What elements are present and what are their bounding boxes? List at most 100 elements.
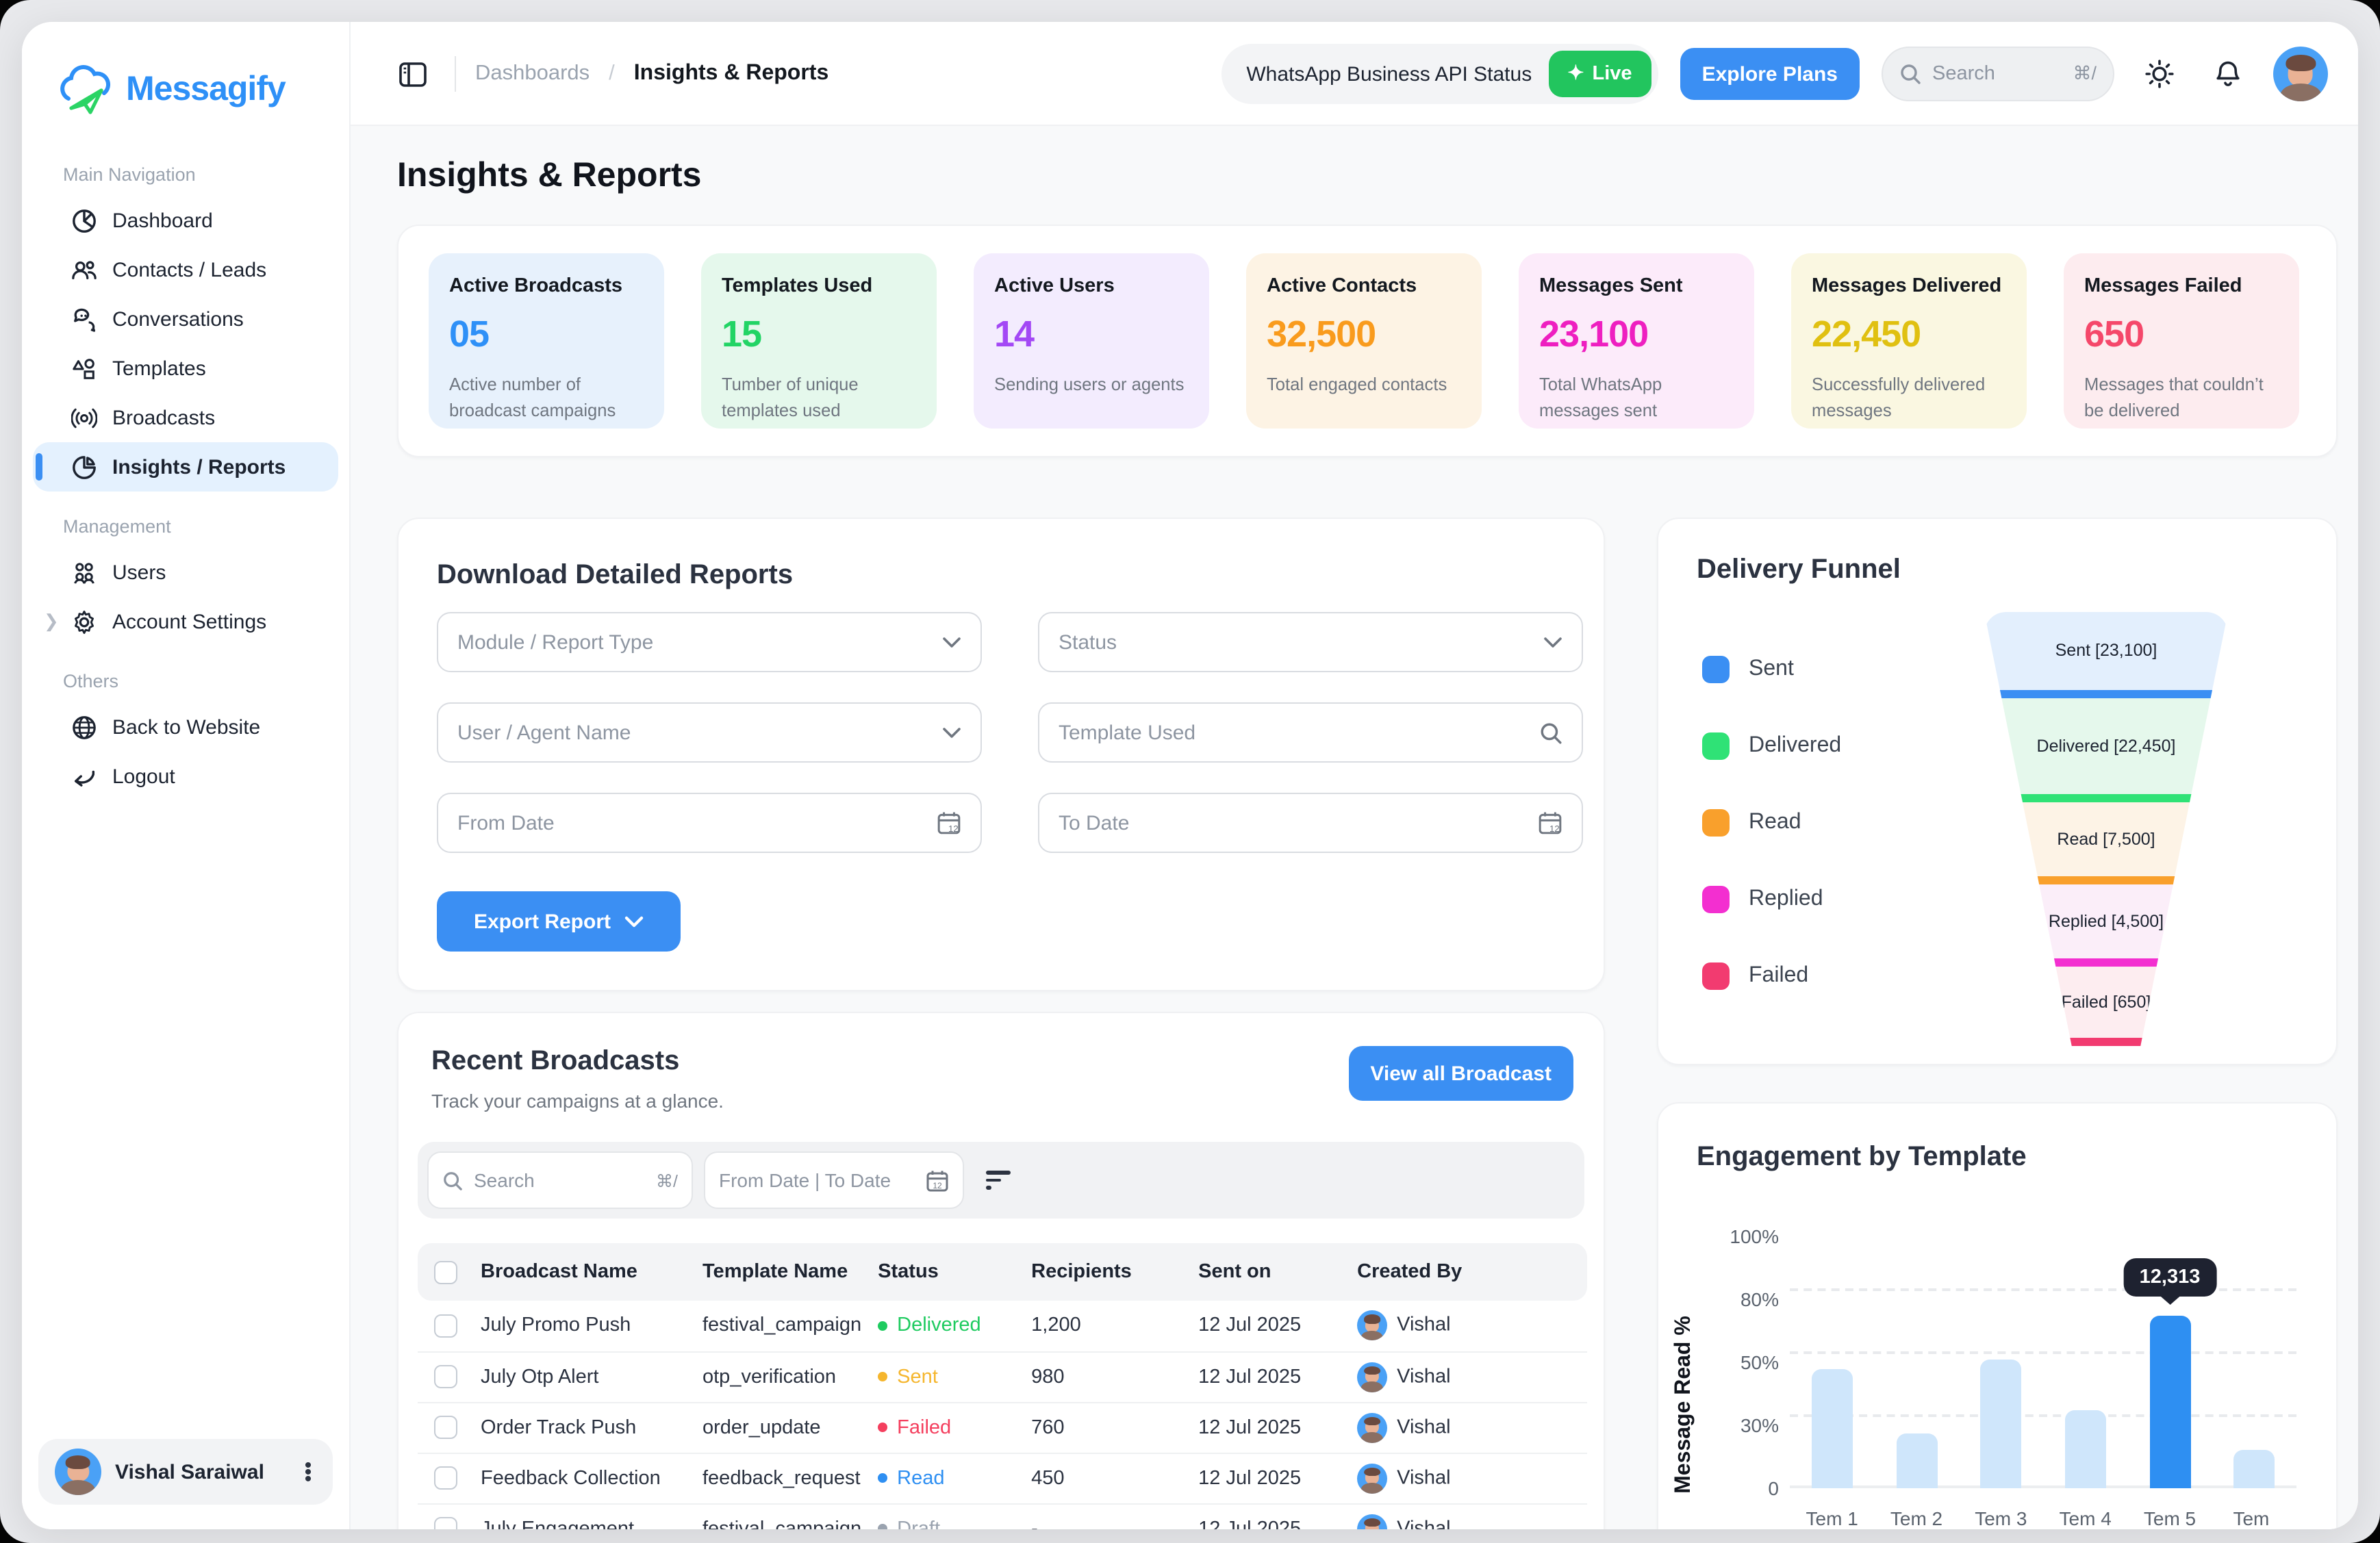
x-tick-label: Tem 5 [2143,1507,2197,1529]
search-icon [1899,63,1921,85]
sidebar-user-card[interactable]: Vishal Saraiwal • • • [38,1439,333,1505]
row-checkbox[interactable] [434,1416,457,1439]
divider [455,56,456,92]
gridline [1790,1288,2296,1291]
report-field-to-date[interactable]: To Date 12 [1038,793,1583,853]
sidebar-item-logout[interactable]: Logout [33,752,338,801]
breadcrumb-current: Insights & Reports [633,62,829,85]
explore-plans-button[interactable]: Explore Plans [1680,48,1860,100]
report-field-module-report-type[interactable]: Module / Report Type [437,612,982,672]
legend-item-sent: Sent [1702,631,1841,708]
live-status-button[interactable]: ✦ Live [1548,51,1651,97]
user-menu-button[interactable]: • • • [304,1453,312,1490]
creator-name: Vishal [1397,1517,1451,1529]
funnel-stage-divider [1984,690,2228,698]
sidebar-item-broadcasts[interactable]: Broadcasts [33,393,338,442]
broadcasts-search-input[interactable]: Search ⌘/ [427,1151,693,1209]
sidebar-item-account-settings[interactable]: ❯ Account Settings [33,597,338,646]
stat-title: Active Users [994,275,1115,297]
stat-title: Templates Used [722,275,873,297]
calendar-icon: 12 [937,811,961,835]
broadcast-name-cell: Feedback Collection [472,1453,694,1504]
stat-desc: Messages that couldn’t be delivered [2084,374,2264,420]
notifications-bell-icon[interactable] [2205,51,2251,97]
select-all-checkbox[interactable] [434,1260,457,1284]
api-status-pill: WhatsApp Business API Status ✦ Live [1221,44,1658,104]
status-label: Failed [897,1416,952,1438]
report-field-template-used[interactable]: Template Used [1038,702,1583,763]
x-tick-label: Tem 1 [1806,1507,1858,1529]
chevron-right-icon[interactable]: ❯ [44,611,59,631]
chevron-down-icon [942,636,961,648]
status-cell: Read [870,1453,1024,1504]
sidebar-item-conversations[interactable]: Conversations [33,294,338,344]
bar-tem-5[interactable] [2149,1316,2190,1488]
sidebar-item-dashboard[interactable]: Dashboard [33,196,338,245]
sidebar-item-label: Back to Website [112,715,261,739]
field-placeholder: User / Agent Name [457,721,631,744]
field-placeholder: From Date [457,811,555,834]
legend-label: Failed [1749,964,1809,987]
x-tick-label: Tem 4 [2059,1507,2112,1529]
users-icon [71,559,97,585]
view-all-broadcast-button[interactable]: View all Broadcast [1348,1046,1573,1101]
bar-tem-3[interactable] [1980,1360,2022,1488]
export-report-button[interactable]: Export Report [437,891,681,952]
sidebar-toggle-icon[interactable] [389,51,435,97]
table-row[interactable]: Order Track Push order_update Failed 760 12 … [418,1402,1587,1453]
report-field-status[interactable]: Status [1038,612,1583,672]
sidebar-item-back-to-website[interactable]: Back to Website [33,702,338,752]
search-placeholder: Search [1932,63,1995,85]
bar-tem-2[interactable] [1896,1433,1937,1488]
row-checkbox[interactable] [434,1314,457,1338]
report-field-user-agent-name[interactable]: User / Agent Name [437,702,982,763]
row-checkbox[interactable] [434,1517,457,1529]
funnel-stage-label: Delivered [22,450] [2036,736,2176,756]
select-all-header [418,1243,472,1301]
table-row[interactable]: July Engagement festival_campaign Draft -12… [418,1503,1587,1529]
stat-value: 05 [449,314,490,355]
created-by-cell: Vishal [1349,1402,1587,1453]
bar-tem-6[interactable] [2233,1450,2275,1488]
funnel-stage-divider [1984,958,2228,967]
legend-swatch [1702,962,1730,990]
row-select-cell [418,1351,472,1403]
bar-tem-4[interactable] [2064,1410,2106,1488]
table-row[interactable]: July Promo Push festival_campaign Delivere… [418,1301,1587,1352]
brand-logo[interactable]: Messagify [55,63,286,115]
sidebar-item-contacts-leads[interactable]: Contacts / Leads [33,245,338,294]
global-search-input[interactable]: Search ⌘/ [1882,47,2114,101]
legend-label: Sent [1749,657,1794,680]
legend-swatch [1702,732,1730,760]
filter-lines-icon[interactable] [986,1171,1011,1190]
bar-tem-1[interactable] [1811,1368,1853,1488]
creator-name: Vishal [1397,1416,1451,1438]
legend-label: Replied [1749,887,1823,910]
legend-swatch [1702,809,1730,837]
field-placeholder: Template Used [1059,721,1196,744]
sidebar-item-templates[interactable]: Templates [33,344,338,393]
broadcast-icon [71,405,97,431]
sidebar-item-label: Dashboard [112,209,213,232]
recent-broadcasts-card: Recent Broadcasts Track your campaigns a… [397,1012,1605,1529]
created-by-cell: Vishal [1349,1453,1587,1504]
table-row[interactable]: Feedback Collection feedback_request Read 4… [418,1453,1587,1504]
report-field-from-date[interactable]: From Date 12 [437,793,982,853]
theme-toggle-sun-icon[interactable] [2136,51,2183,97]
table-row[interactable]: July Otp Alert otp_verification Sent 980 12 … [418,1351,1587,1403]
delivery-funnel-title: Delivery Funnel [1697,554,1901,585]
sidebar-item-label: Conversations [112,307,244,331]
row-checkbox[interactable] [434,1466,457,1490]
engagement-card: Engagement by Template Message Read % 0 3… [1657,1102,2338,1529]
breadcrumb-parent[interactable]: Dashboards [475,62,590,85]
funnel-stage-divider [1984,1038,2228,1046]
broadcasts-date-range-input[interactable]: From Date | To Date 12 [704,1151,964,1209]
row-checkbox[interactable] [434,1365,457,1388]
column-header: Status [870,1243,1024,1301]
profile-avatar[interactable] [2273,47,2328,101]
chat-bubbles-icon [71,306,97,332]
sparkles-icon: ✦ [1567,63,1584,85]
sidebar-item-insights-reports[interactable]: Insights / Reports [33,442,338,492]
stat-title: Messages Delivered [1812,275,2002,297]
sidebar-item-users[interactable]: Users [33,548,338,597]
